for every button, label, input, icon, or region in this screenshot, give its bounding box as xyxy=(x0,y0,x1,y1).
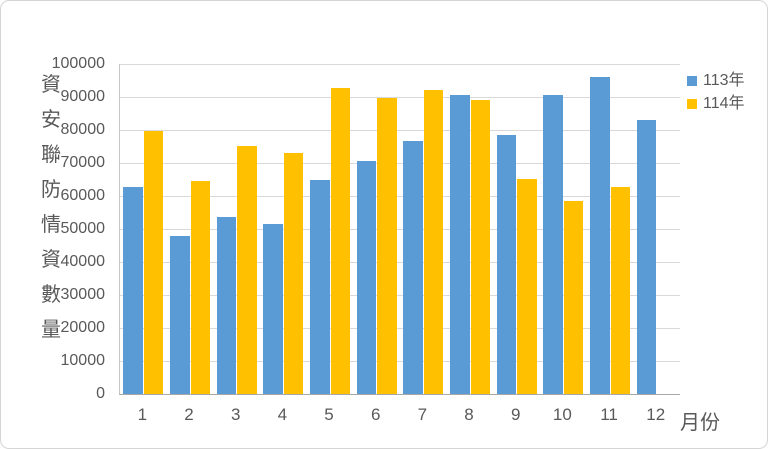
bar-group-month-1 xyxy=(120,64,167,394)
x-tick-label: 1 xyxy=(137,405,148,424)
y-tick-label: 40000 xyxy=(60,253,106,270)
y-tick-label: 50000 xyxy=(60,220,106,237)
bar-113年-month-12 xyxy=(636,120,657,394)
bar-113年-month-9 xyxy=(496,135,517,394)
bar-groups xyxy=(120,64,680,394)
bar-114年-month-5 xyxy=(330,88,351,394)
bar-113年-month-2 xyxy=(170,236,190,394)
bar-113年-month-10 xyxy=(543,94,563,394)
x-tick-label: 6 xyxy=(370,405,381,424)
legend-item: 113年 xyxy=(687,72,745,89)
x-tick-label: 8 xyxy=(464,405,474,424)
y-tick-label: 80000 xyxy=(60,121,106,138)
y-tick-label: 20000 xyxy=(60,319,106,336)
bar-113年-month-11 xyxy=(590,76,610,394)
legend-label: 113年 xyxy=(703,72,745,89)
gridline xyxy=(120,262,680,263)
y-axis-title-char: 安 xyxy=(41,109,61,131)
bar-group-month-9 xyxy=(493,64,540,394)
gridline xyxy=(120,361,680,362)
gridline xyxy=(120,295,680,296)
bar-113年-month-3 xyxy=(216,217,237,394)
x-axis-title: 月份 xyxy=(680,412,720,434)
y-tick-label: 90000 xyxy=(60,88,106,105)
bar-113年-month-7 xyxy=(403,141,423,394)
y-axis-title-char: 資 xyxy=(41,74,61,96)
bar-114年-month-10 xyxy=(563,200,584,394)
bar-group-month-6 xyxy=(353,64,400,394)
bar-114年-month-2 xyxy=(190,181,210,394)
x-tick-label: 3 xyxy=(230,405,241,424)
bar-114年-month-1 xyxy=(143,131,164,394)
bar-113年-month-1 xyxy=(123,187,143,394)
y-axis-title-char: 聯 xyxy=(41,144,61,166)
x-tick-label: 4 xyxy=(277,405,288,424)
x-tick-label: 11 xyxy=(600,405,618,424)
gridline xyxy=(120,229,680,230)
y-tick-label: 60000 xyxy=(60,187,106,204)
x-tick-label: 5 xyxy=(324,405,334,424)
bar-113年-month-5 xyxy=(310,179,330,394)
gridline xyxy=(120,97,680,98)
y-axis-title-char: 數 xyxy=(41,284,61,306)
bar-114年-month-11 xyxy=(610,186,631,394)
legend-item: 114年 xyxy=(687,95,745,112)
x-tick-label: 2 xyxy=(184,405,194,424)
bar-group-month-5 xyxy=(307,64,354,394)
bar-113年-month-8 xyxy=(450,95,470,394)
x-axis-tick-labels: 1 2 3 4 5 6 7 8 9 10 11 12 xyxy=(119,405,679,425)
bar-114年-month-7 xyxy=(423,89,444,394)
bar-group-month-8 xyxy=(447,64,494,394)
bar-114年-month-6 xyxy=(377,98,397,394)
y-axis-title-char: 防 xyxy=(41,179,61,201)
bar-group-month-3 xyxy=(213,64,260,394)
bar-114年-month-8 xyxy=(470,99,491,394)
legend: 113年 114年 xyxy=(687,72,745,112)
x-tick-label: 12 xyxy=(646,405,666,424)
legend-label: 114年 xyxy=(703,95,745,112)
bar-group-month-11 xyxy=(587,64,634,394)
y-tick-label: 0 xyxy=(96,385,105,402)
bar-114年-month-9 xyxy=(517,179,537,394)
y-axis-title: 資安聯防情資數量 xyxy=(35,68,67,348)
y-axis-title-char: 情 xyxy=(41,214,61,236)
gridline xyxy=(120,328,680,329)
y-axis-tick-labels: 0 10000 20000 30000 40000 50000 60000 70000 8000… xyxy=(1,55,106,402)
bar-114年-month-4 xyxy=(283,153,304,394)
legend-swatch xyxy=(687,75,697,86)
x-tick-label: 10 xyxy=(552,405,572,424)
x-tick-label: 7 xyxy=(417,405,428,424)
y-tick-label: 30000 xyxy=(60,286,106,303)
gridline xyxy=(120,64,680,65)
gridline xyxy=(120,130,680,131)
gridline xyxy=(120,163,680,164)
bar-114年-month-3 xyxy=(237,145,257,394)
y-tick-label: 10000 xyxy=(60,352,106,369)
bar-group-month-4 xyxy=(260,64,307,394)
x-tick-label: 9 xyxy=(510,405,521,424)
bar-group-month-2 xyxy=(167,64,214,394)
y-tick-label: 70000 xyxy=(60,154,106,171)
legend-swatch xyxy=(687,98,697,109)
bar-113年-month-4 xyxy=(263,224,283,394)
y-tick-label: 100000 xyxy=(51,55,105,72)
gridline xyxy=(120,196,680,197)
bar-group-month-12 xyxy=(633,64,680,394)
bar-group-month-10 xyxy=(540,64,587,394)
y-axis-title-char: 量 xyxy=(41,319,61,341)
y-axis-title-char: 資 xyxy=(41,249,61,271)
bar-113年-month-6 xyxy=(356,160,377,394)
plot-area xyxy=(119,64,680,395)
bar-group-month-7 xyxy=(400,64,447,394)
